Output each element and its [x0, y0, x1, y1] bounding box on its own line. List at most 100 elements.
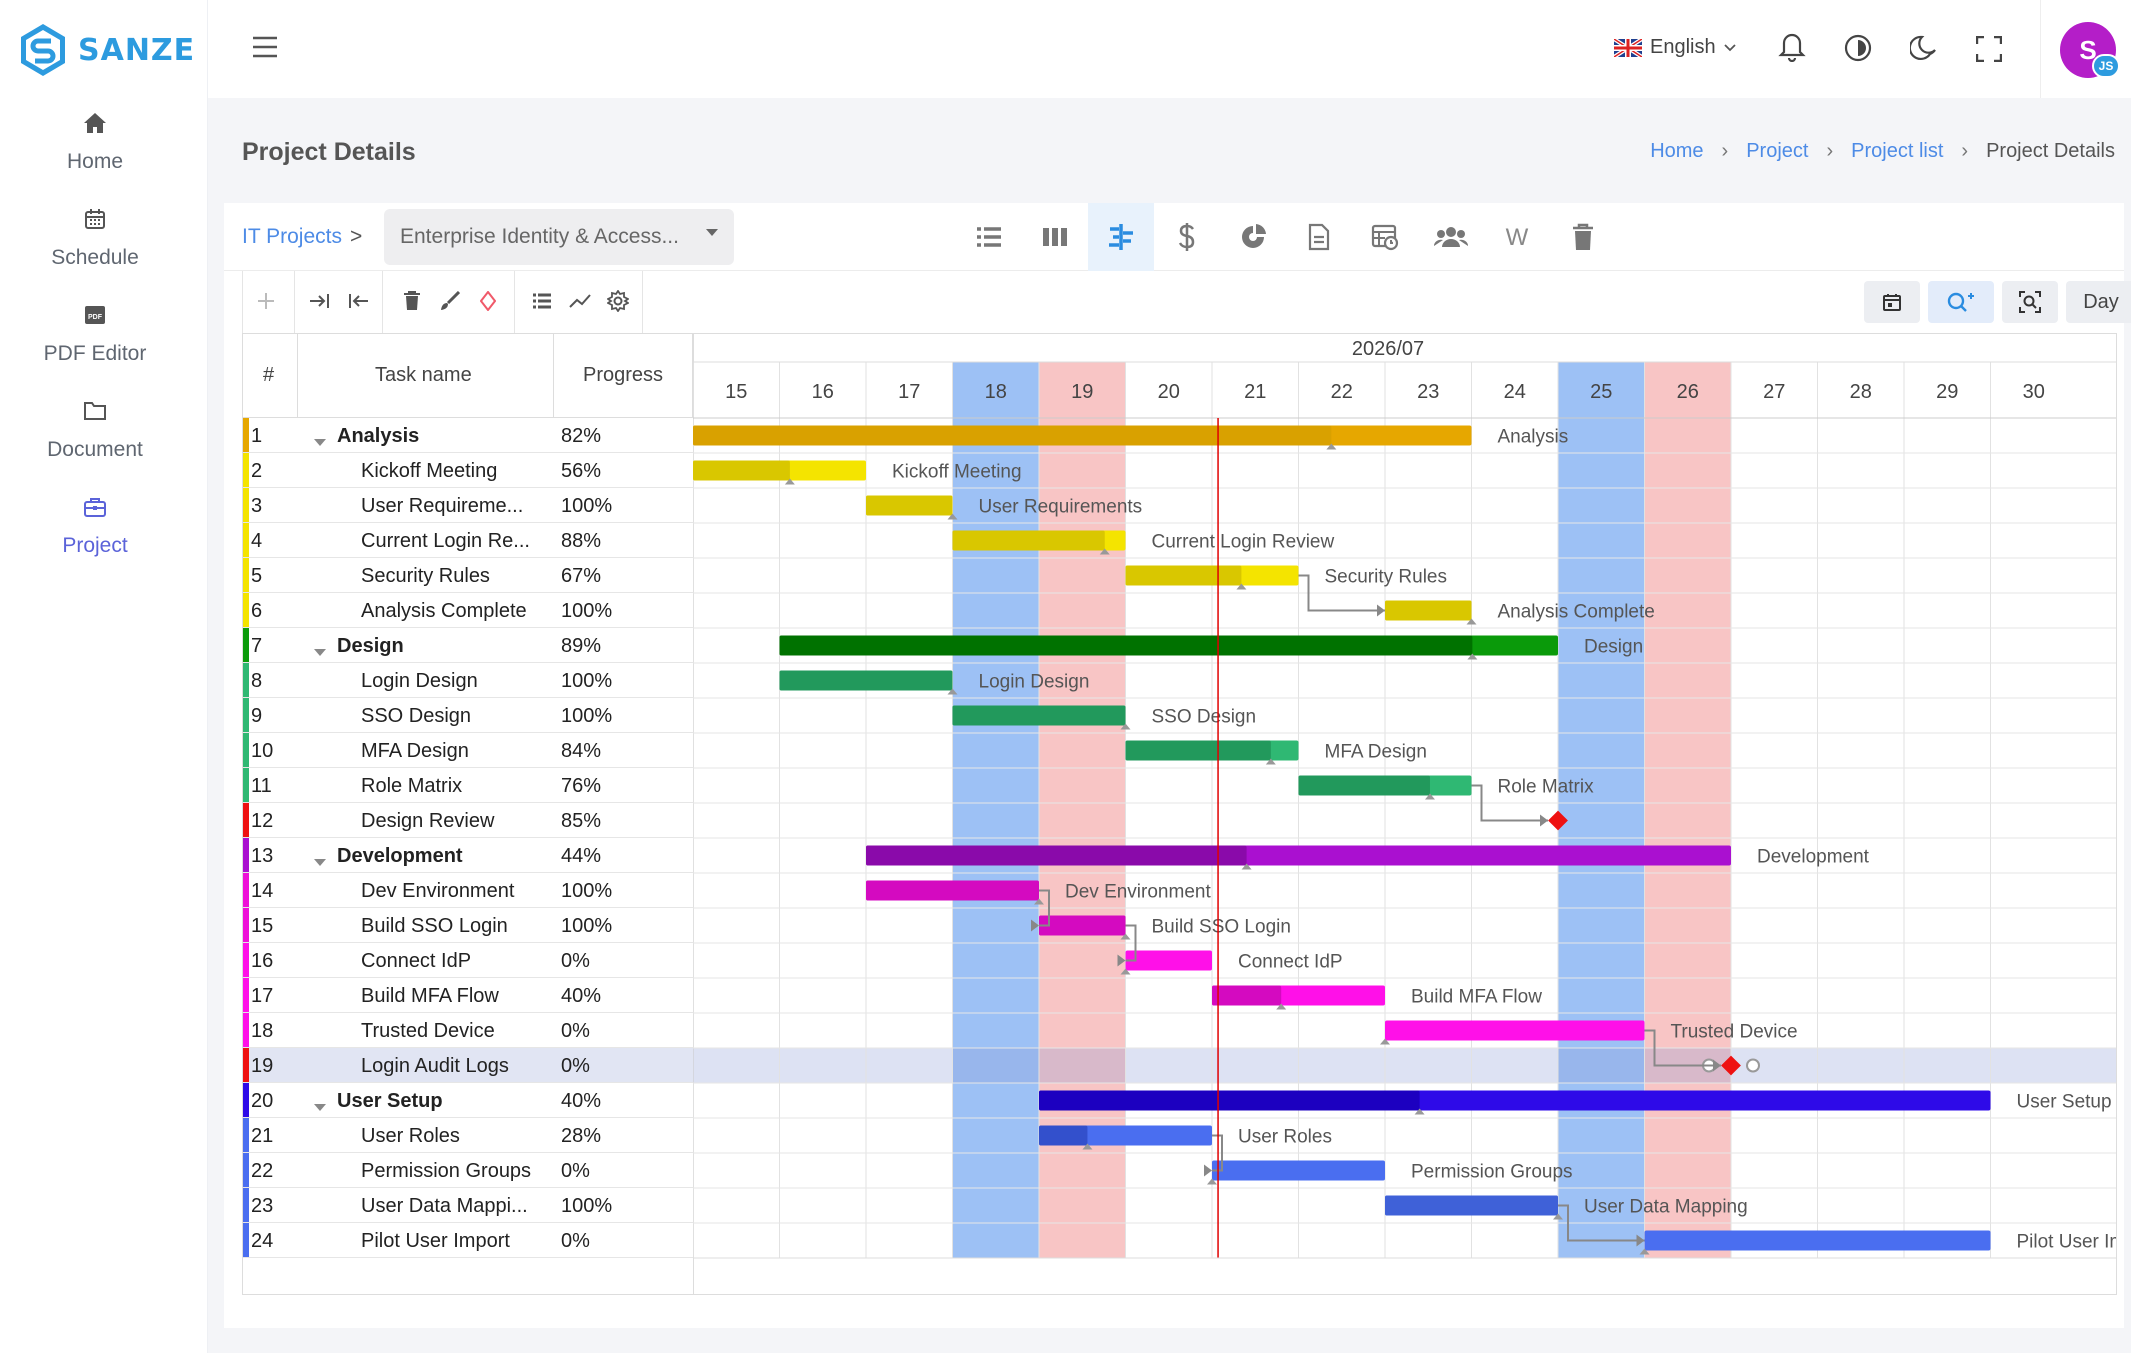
settings-gear-icon[interactable]: [604, 287, 632, 315]
task-name[interactable]: Design: [337, 635, 404, 657]
progress-drag-handle[interactable]: [1099, 548, 1110, 555]
task-row[interactable]: 16 Connect IdP 0%: [243, 943, 693, 978]
progress-drag-handle[interactable]: [1120, 933, 1131, 940]
task-name[interactable]: Build SSO Login: [361, 915, 508, 937]
task-name[interactable]: Analysis Complete: [361, 600, 527, 622]
task-bar[interactable]: [1212, 1160, 1385, 1181]
task-name[interactable]: Login Audit Logs: [361, 1055, 509, 1077]
task-name[interactable]: User Roles: [361, 1125, 460, 1147]
tab-board-view[interactable]: [1022, 203, 1088, 271]
progress-drag-handle[interactable]: [1424, 793, 1435, 800]
moon-icon[interactable]: [1908, 34, 1938, 67]
add-task-icon[interactable]: [252, 287, 280, 315]
sidebar-item-schedule[interactable]: Schedule: [0, 208, 190, 270]
collapse-toggle-icon[interactable]: [313, 430, 327, 453]
progress-drag-handle[interactable]: [1207, 1178, 1217, 1185]
task-name[interactable]: MFA Design: [361, 740, 469, 762]
sidebar-item-document[interactable]: Document: [0, 400, 190, 462]
task-name[interactable]: Connect IdP: [361, 950, 472, 972]
task-row[interactable]: 4 Current Login Re... 88%: [243, 523, 693, 558]
task-row[interactable]: 20 User Setup 40%: [243, 1083, 693, 1118]
progress-drag-handle[interactable]: [947, 688, 958, 695]
breadcrumb-project-list[interactable]: Project list: [1851, 140, 1944, 162]
progress-drag-handle[interactable]: [1326, 443, 1337, 450]
hamburger-menu-icon[interactable]: [252, 36, 278, 63]
tab-document-view[interactable]: [1286, 203, 1352, 271]
progress-drag-handle[interactable]: [1467, 653, 1478, 660]
indent-icon[interactable]: [306, 287, 334, 315]
progress-drag-handle[interactable]: [1639, 1248, 1650, 1255]
task-name[interactable]: Security Rules: [361, 565, 490, 587]
task-row[interactable]: 8 Login Design 100%: [243, 663, 693, 698]
task-row[interactable]: 11 Role Matrix 76%: [243, 768, 693, 803]
task-row[interactable]: 10 MFA Design 84%: [243, 733, 693, 768]
task-bar[interactable]: [1385, 1020, 1645, 1041]
outdent-icon[interactable]: [344, 287, 372, 315]
progress-drag-handle[interactable]: [1034, 898, 1044, 905]
grid-list-icon[interactable]: [528, 287, 556, 315]
task-row[interactable]: 21 User Roles 28%: [243, 1118, 693, 1153]
progress-drag-handle[interactable]: [1241, 863, 1252, 870]
task-name[interactable]: Role Matrix: [361, 775, 463, 797]
task-row[interactable]: 3 User Requireme... 100%: [243, 488, 693, 523]
task-row[interactable]: 14 Dev Environment 100%: [243, 873, 693, 908]
fullscreen-icon[interactable]: [1975, 35, 2003, 67]
task-name[interactable]: Current Login Re...: [361, 530, 530, 552]
it-projects-link[interactable]: IT Projects: [242, 225, 342, 248]
task-row[interactable]: 15 Build SSO Login 100%: [243, 908, 693, 943]
progress-drag-handle[interactable]: [1120, 968, 1131, 975]
task-name[interactable]: Permission Groups: [361, 1160, 532, 1182]
collapse-toggle-icon[interactable]: [313, 640, 327, 663]
progress-drag-handle[interactable]: [1120, 723, 1131, 730]
progress-drag-handle[interactable]: [947, 513, 958, 520]
critical-path-icon[interactable]: [566, 287, 594, 315]
task-name[interactable]: Kickoff Meeting: [361, 460, 498, 482]
tab-gantt-view[interactable]: [1088, 203, 1154, 271]
project-select[interactable]: Enterprise Identity & Access...: [384, 209, 734, 265]
tab-timesheet-view[interactable]: [1352, 203, 1418, 271]
task-row[interactable]: 9 SSO Design 100%: [243, 698, 693, 733]
tab-report-view[interactable]: [1220, 203, 1286, 271]
task-name[interactable]: SSO Design: [361, 705, 472, 727]
column-header-progress[interactable]: Progress: [583, 364, 664, 386]
task-row[interactable]: 24 Pilot User Import 0%: [243, 1223, 693, 1258]
task-name[interactable]: Login Design: [361, 670, 478, 692]
tab-wiki-view[interactable]: W: [1484, 203, 1550, 271]
progress-drag-handle[interactable]: [1414, 1108, 1425, 1115]
theme-contrast-icon[interactable]: [1844, 34, 1872, 67]
tab-members-view[interactable]: [1418, 203, 1484, 271]
sidebar-item-project[interactable]: Project: [0, 496, 190, 558]
task-name[interactable]: Analysis: [337, 425, 420, 447]
scale-day-button[interactable]: Day: [2066, 281, 2131, 323]
language-selector[interactable]: English: [1614, 36, 1736, 59]
task-row[interactable]: 23 User Data Mappi... 100%: [243, 1188, 693, 1223]
collapse-toggle-icon[interactable]: [313, 850, 327, 873]
progress-drag-handle[interactable]: [1082, 1143, 1093, 1150]
milestone-marker[interactable]: [1721, 1055, 1741, 1076]
dependency-link[interactable]: [1298, 574, 1386, 612]
tab-list-view[interactable]: [956, 203, 1022, 271]
task-name[interactable]: Build MFA Flow: [361, 985, 499, 1007]
milestone-marker[interactable]: [1548, 810, 1568, 831]
task-name[interactable]: User Data Mappi...: [361, 1195, 528, 1217]
tab-trash-view[interactable]: [1550, 203, 1616, 271]
dependency-link[interactable]: [1125, 924, 1137, 962]
progress-drag-handle[interactable]: [1466, 618, 1477, 625]
progress-drag-handle[interactable]: [784, 478, 795, 485]
dependency-link[interactable]: [1558, 1204, 1645, 1242]
progress-drag-handle[interactable]: [1236, 583, 1247, 590]
task-row[interactable]: 5 Security Rules 67%: [243, 558, 693, 593]
progress-drag-handle[interactable]: [1276, 1003, 1287, 1010]
task-name[interactable]: Design Review: [361, 810, 495, 832]
task-row[interactable]: 13 Development 44%: [243, 838, 693, 873]
task-row[interactable]: 1 Analysis 82%: [243, 418, 693, 453]
progress-drag-handle[interactable]: [1553, 1213, 1563, 1220]
task-row[interactable]: 17 Build MFA Flow 40%: [243, 978, 693, 1013]
column-header-number[interactable]: #: [263, 364, 275, 386]
dependency-link[interactable]: [1644, 1029, 1722, 1067]
milestone-icon[interactable]: [474, 287, 502, 315]
tab-budget-view[interactable]: [1154, 203, 1220, 271]
breadcrumb-project[interactable]: Project: [1746, 140, 1809, 162]
zoom-fit-button[interactable]: [2002, 281, 2058, 323]
task-name[interactable]: Development: [337, 845, 463, 867]
